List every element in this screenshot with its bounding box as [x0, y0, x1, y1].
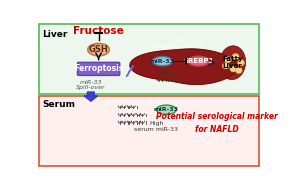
Ellipse shape [230, 66, 237, 72]
Ellipse shape [188, 56, 209, 66]
Text: High
serum miR-33: High serum miR-33 [134, 121, 178, 132]
Text: Serum: Serum [42, 100, 75, 109]
Text: Fatty
Liver: Fatty Liver [222, 56, 243, 69]
Ellipse shape [88, 43, 109, 56]
Text: Ferroptosis: Ferroptosis [74, 64, 123, 73]
Ellipse shape [235, 67, 242, 74]
Polygon shape [130, 49, 237, 84]
Text: Liver: Liver [42, 30, 68, 39]
Ellipse shape [222, 63, 229, 69]
Ellipse shape [238, 60, 244, 66]
FancyBboxPatch shape [77, 62, 120, 75]
Text: miR-33: miR-33 [150, 59, 175, 64]
Text: SREBP1: SREBP1 [184, 58, 214, 64]
Text: miR-33
Spill-over: miR-33 Spill-over [76, 80, 106, 91]
Ellipse shape [153, 57, 173, 66]
Bar [39, 96, 259, 166]
Ellipse shape [220, 46, 246, 80]
Text: Fructose: Fructose [73, 26, 124, 36]
Text: Low
hepatic miR-33: Low hepatic miR-33 [155, 38, 203, 49]
Ellipse shape [156, 105, 176, 114]
Bar [39, 24, 259, 94]
Text: GSH: GSH [89, 45, 108, 54]
Polygon shape [126, 66, 133, 77]
Ellipse shape [224, 57, 231, 63]
Text: Potential serological marker
for NAFLD: Potential serological marker for NAFLD [156, 112, 278, 134]
Text: miR-33: miR-33 [154, 107, 179, 112]
Ellipse shape [232, 53, 239, 60]
Polygon shape [213, 57, 220, 70]
FancyArrow shape [84, 92, 98, 101]
